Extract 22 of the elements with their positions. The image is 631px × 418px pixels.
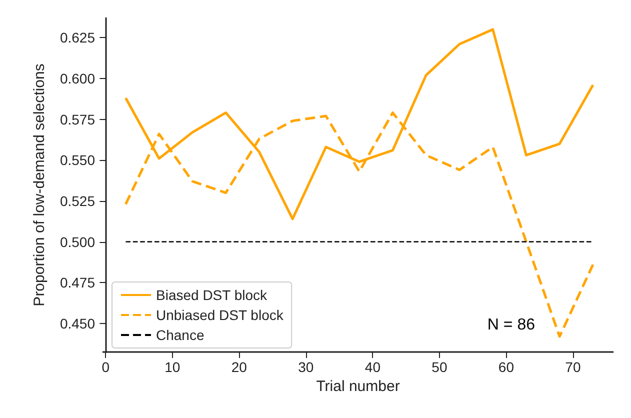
- y-tick-label: 0.575: [60, 111, 96, 128]
- annotation: N = 86: [487, 316, 536, 334]
- x-tick-label: 0: [102, 359, 110, 375]
- legend-label: Chance: [156, 327, 204, 343]
- x-tick-label: 10: [164, 359, 180, 375]
- y-tick-label: 0.525: [60, 192, 96, 209]
- x-tick-label: 20: [231, 359, 248, 375]
- y-tick-label: 0.450: [60, 315, 96, 332]
- y-tick-label: 0.475: [60, 274, 96, 291]
- x-axis-title: Trial number: [316, 378, 400, 395]
- y-tick-label: 0.625: [60, 30, 96, 46]
- x-tick-label: 70: [565, 359, 581, 375]
- x-tick-label: 60: [498, 359, 514, 375]
- x-tick-label: 50: [432, 359, 448, 375]
- legend-label: Unbiased DST block: [156, 307, 284, 323]
- y-tick-label: 0.600: [60, 70, 96, 86]
- y-tick-label: 0.550: [60, 152, 96, 168]
- x-tick-label: 40: [364, 359, 381, 375]
- y-tick-label: 0.500: [60, 234, 96, 250]
- legend-label: Biased DST block: [156, 287, 268, 303]
- x-tick-label: 30: [298, 359, 314, 375]
- y-axis-title: Proportion of low-demand selections: [31, 64, 48, 306]
